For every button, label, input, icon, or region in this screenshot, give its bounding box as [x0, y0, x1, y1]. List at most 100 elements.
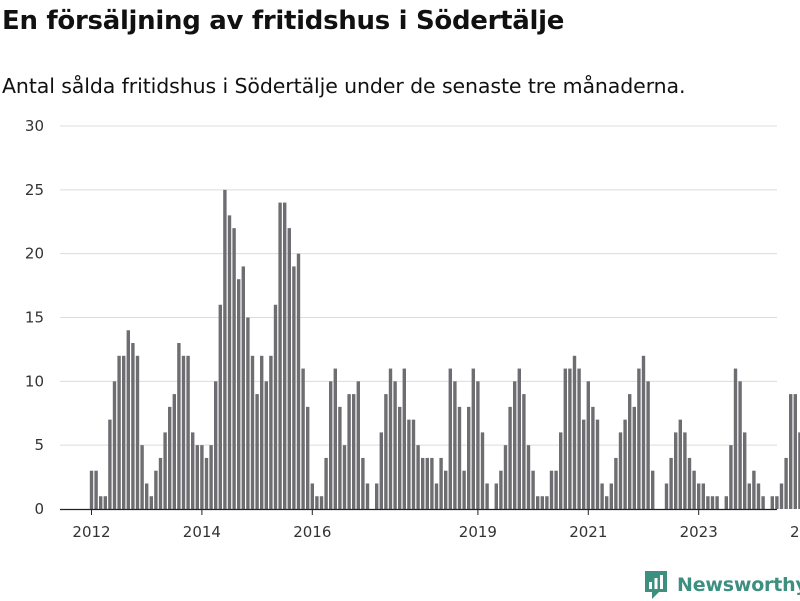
bar	[632, 406, 636, 509]
bar	[531, 470, 535, 509]
bar	[338, 406, 342, 509]
bar	[246, 317, 250, 509]
bar	[752, 470, 756, 509]
x-tick-label: 2012	[72, 523, 110, 541]
y-tick-label: 10	[25, 372, 44, 390]
bar	[388, 368, 393, 509]
bar	[301, 368, 305, 509]
bar	[651, 470, 655, 509]
bar	[135, 355, 140, 509]
bar	[227, 215, 232, 509]
bar	[237, 279, 241, 509]
bar	[269, 355, 273, 509]
bar	[421, 457, 425, 509]
bar	[273, 304, 278, 509]
bar	[641, 355, 646, 509]
bar	[798, 432, 800, 509]
bar	[701, 483, 705, 509]
bar-chart: 0510152025302012201420162019202120232025…	[25, 117, 800, 541]
bar	[664, 483, 669, 509]
bar	[126, 330, 130, 509]
bar	[439, 457, 443, 509]
bar	[361, 457, 365, 509]
bar	[103, 496, 107, 509]
bar	[733, 368, 738, 509]
bar	[324, 457, 328, 509]
bar	[485, 483, 489, 509]
bar	[453, 381, 457, 509]
bar	[407, 419, 411, 509]
bar	[223, 189, 227, 509]
bar	[425, 457, 429, 509]
bar	[434, 483, 439, 509]
bar	[158, 457, 163, 509]
bar	[117, 355, 121, 509]
bar	[678, 419, 682, 509]
bar	[296, 253, 301, 509]
bar	[430, 457, 434, 509]
bar	[315, 496, 319, 509]
bar	[710, 496, 715, 509]
bar	[292, 266, 296, 509]
bar	[457, 406, 462, 509]
x-tick-label: 2016	[293, 523, 331, 541]
bar	[186, 355, 190, 509]
bar	[609, 483, 613, 509]
bar	[724, 496, 728, 509]
y-tick-label: 15	[25, 309, 44, 327]
bar	[756, 483, 761, 509]
bar	[347, 394, 351, 509]
bar	[172, 394, 176, 509]
newsworthy-logo[interactable]: Newsworthy	[643, 569, 800, 601]
bar	[375, 483, 379, 509]
x-tick-label: 2023	[680, 523, 718, 541]
bar	[333, 368, 337, 509]
bar	[554, 470, 558, 509]
chart-title: En försäljning av fritidshus i Södertälj…	[2, 6, 565, 36]
y-tick-label: 5	[34, 436, 44, 454]
bar	[600, 483, 604, 509]
bar	[545, 496, 549, 509]
bar	[793, 394, 797, 509]
bar	[112, 381, 117, 509]
bar	[747, 483, 751, 509]
bar	[715, 496, 719, 509]
bar	[614, 457, 618, 509]
bar	[444, 470, 448, 509]
bar	[255, 394, 259, 509]
bar	[352, 394, 356, 509]
bar	[605, 496, 609, 509]
y-tick-label: 20	[25, 245, 44, 263]
bar	[99, 496, 103, 509]
x-tick-label: 2019	[459, 523, 497, 541]
bar	[687, 457, 692, 509]
bar	[379, 432, 383, 509]
bar	[683, 432, 687, 509]
bar	[582, 419, 586, 509]
bar	[448, 368, 452, 509]
bar	[674, 432, 678, 509]
bar	[191, 432, 195, 509]
bar	[232, 228, 236, 509]
bar	[789, 394, 793, 509]
bar	[508, 406, 512, 509]
bar	[108, 419, 112, 509]
axes	[60, 508, 777, 515]
bar	[149, 496, 153, 509]
bar	[586, 381, 590, 509]
bar	[692, 470, 696, 509]
bar	[637, 368, 641, 509]
bar	[283, 202, 287, 509]
bar	[706, 496, 710, 509]
bar	[526, 445, 531, 509]
y-tick-label: 30	[25, 117, 44, 135]
bar	[181, 355, 186, 509]
bar	[775, 496, 779, 509]
bar	[319, 496, 324, 509]
bar	[398, 406, 402, 509]
bar	[779, 483, 784, 509]
bar	[260, 355, 264, 509]
bar	[168, 406, 172, 509]
y-tick-label: 25	[25, 181, 44, 199]
